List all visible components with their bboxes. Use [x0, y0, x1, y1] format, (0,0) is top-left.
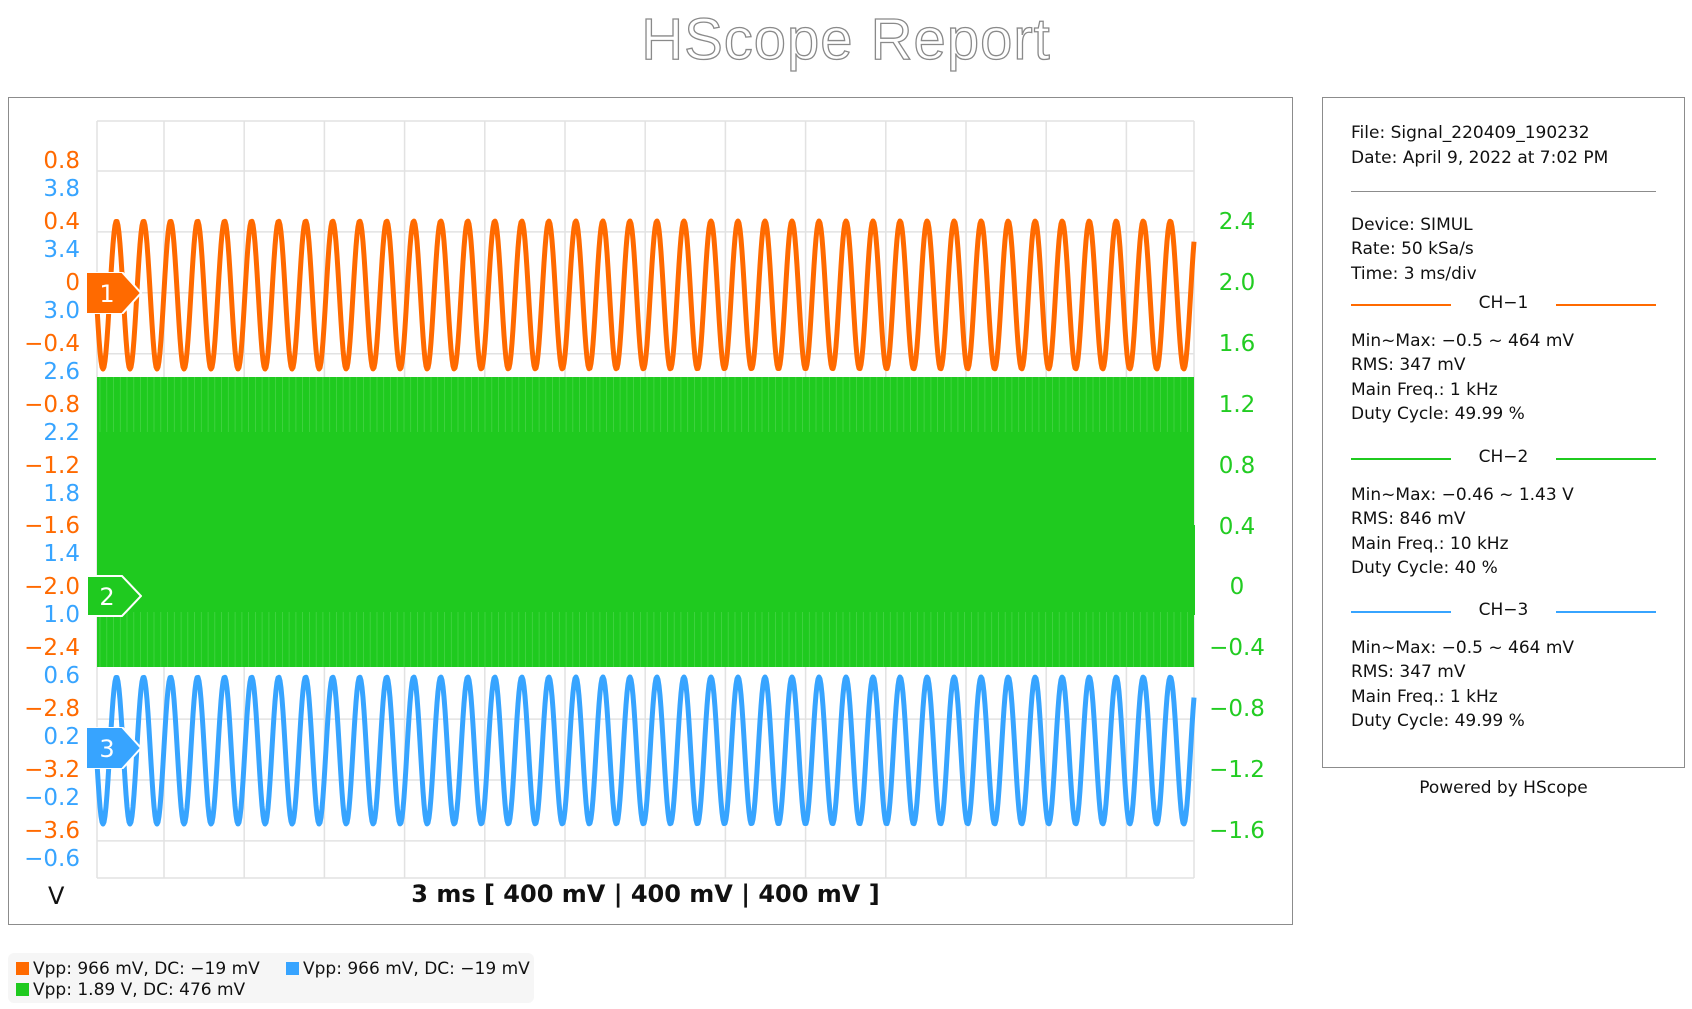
- ch1-rms: RMS: 347 mV: [1351, 355, 1466, 375]
- ch1-axis-tick: −1.6: [24, 513, 80, 540]
- ch2-axis-tick: 0.8: [1218, 452, 1256, 479]
- ch2-axis-tick: 0: [1229, 574, 1245, 601]
- ch2-axis-tick: 1.2: [1218, 391, 1256, 418]
- header-divider: [1351, 191, 1656, 192]
- ch2-axis-tick: 2.4: [1218, 209, 1256, 235]
- legend: Vpp: 966 mV, DC: −19 mV Vpp: 966 mV, DC:…: [8, 953, 534, 1003]
- ch3-header-line-right: [1556, 611, 1656, 613]
- ch2-waveform: [97, 377, 1194, 667]
- sample-rate: Rate: 50 kSa/s: [1351, 239, 1474, 259]
- ch1-marker-label: 1: [99, 280, 114, 308]
- ch3-rms: RMS: 347 mV: [1351, 662, 1466, 682]
- ch1-waveform: [94, 218, 1197, 372]
- ch3-axis-tick: 1.8: [43, 480, 80, 507]
- ch1-freq: Main Freq.: 1 kHz: [1351, 380, 1498, 400]
- file-name: File: Signal_220409_190232: [1351, 123, 1590, 143]
- report-title: HScope Report: [641, 6, 1051, 72]
- ch1-axis-tick: −3.2: [24, 757, 80, 783]
- ch3-axis-tick: 0.6: [43, 663, 80, 690]
- ch1-duty: Duty Cycle: 49.99 %: [1351, 404, 1525, 424]
- ch3-axis-tick: 3.0: [43, 297, 80, 324]
- legend-text-ch2: Vpp: 1.89 V, DC: 476 mV: [33, 980, 246, 1000]
- ch3-axis-tick: 0.2: [43, 724, 80, 751]
- ch2-min-max: Min~Max: −0.46 ~ 1.43 V: [1351, 485, 1574, 505]
- ch3-swatch: [286, 962, 299, 975]
- ch3-duty: Duty Cycle: 49.99 %: [1351, 711, 1525, 731]
- powered-by: Powered by HScope: [1419, 778, 1588, 798]
- ch1-marker[interactable]: 1: [86, 272, 142, 314]
- ch2-axis-tick: −1.2: [1209, 757, 1265, 784]
- ch2-header-line-left: [1351, 458, 1451, 460]
- ch3-min-max: Min~Max: −0.5 ~ 464 mV: [1351, 638, 1575, 658]
- ch2-axis-tick: −0.8: [1209, 696, 1265, 723]
- legend-text-ch3: Vpp: 966 mV, DC: −19 mV: [303, 959, 530, 979]
- ch2-rms: RMS: 846 mV: [1351, 509, 1466, 529]
- ch2-swatch: [16, 983, 29, 996]
- ch3-axis-tick: 1.0: [43, 602, 80, 629]
- time-div: Time: 3 ms/div: [1351, 264, 1477, 284]
- ch1-axis-tick: −2.4: [24, 635, 80, 662]
- ch1-header-line-right: [1556, 304, 1656, 306]
- ch3-axis-tick: 1.4: [43, 541, 80, 568]
- ch1-axis-tick: −0.4: [24, 330, 80, 357]
- ch1-axis-tick: 0.8: [43, 148, 80, 174]
- legend-item-ch1: Vpp: 966 mV, DC: −19 mV: [16, 959, 260, 979]
- ch1-axis-tick: −2.0: [24, 574, 80, 601]
- ch2-axis-tick: −0.4: [1209, 635, 1265, 662]
- ch2-marker[interactable]: 2: [86, 575, 142, 617]
- ch3-axis-tick: −0.6: [24, 845, 80, 872]
- ch1-axis-tick: −2.8: [24, 696, 80, 723]
- info-panel: File: Signal_220409_190232 Date: April 9…: [1322, 97, 1685, 768]
- capture-date: Date: April 9, 2022 at 7:02 PM: [1351, 148, 1609, 168]
- ch2-axis-tick: 1.6: [1218, 330, 1256, 357]
- legend-item-ch3: Vpp: 966 mV, DC: −19 mV: [286, 959, 530, 979]
- ch3-header-line-left: [1351, 611, 1451, 613]
- ch2-duty: Duty Cycle: 40 %: [1351, 558, 1498, 578]
- ch1-min-max: Min~Max: −0.5 ~ 464 mV: [1351, 331, 1575, 351]
- ch2-marker-label: 2: [99, 583, 114, 611]
- ch1-axis-tick: 0.4: [43, 208, 80, 235]
- ch2-header: CH−2: [1351, 447, 1656, 469]
- unit-label: V: [48, 882, 65, 910]
- ch1-axis-tick: −0.8: [24, 391, 80, 418]
- ch1-axis-tick: −1.2: [24, 452, 80, 479]
- ch3-axis-tick: 3.4: [43, 236, 80, 263]
- scope-plot: [94, 120, 1197, 879]
- ch2-axis-tick: −1.6: [1209, 818, 1265, 844]
- ch3-waveform: [94, 674, 1197, 827]
- device: Device: SIMUL: [1351, 215, 1473, 235]
- ch3-freq: Main Freq.: 1 kHz: [1351, 687, 1498, 707]
- ch2-title: CH−2: [1478, 447, 1529, 467]
- legend-item-ch2: Vpp: 1.89 V, DC: 476 mV: [16, 980, 245, 1000]
- ch2-header-line-right: [1556, 458, 1656, 460]
- ch1-header-line-left: [1351, 304, 1451, 306]
- ch2-edge-stripes: [99, 377, 1195, 667]
- ch3-axis-tick: 2.2: [43, 419, 80, 446]
- ch2-freq: Main Freq.: 10 kHz: [1351, 534, 1509, 554]
- ch3-header: CH−3: [1351, 600, 1656, 622]
- ch1-swatch: [16, 962, 29, 975]
- ch2-axis-tick: 0.4: [1218, 513, 1256, 540]
- ch1-title: CH−1: [1478, 293, 1529, 313]
- ch3-axis-tick: −0.2: [24, 785, 80, 811]
- ch1-axis-tick: 0: [65, 269, 80, 296]
- ch1-axis-tick: −3.6: [24, 817, 80, 844]
- ch3-marker-label: 3: [99, 735, 114, 763]
- ch2-axis-tick: 2.0: [1218, 269, 1256, 296]
- ch3-marker[interactable]: 3: [86, 727, 142, 769]
- ch1-header: CH−1: [1351, 293, 1656, 315]
- ch3-axis-tick: 2.6: [43, 358, 80, 385]
- scale-caption: 3 ms [ 400 mV | 400 mV | 400 mV ]: [411, 880, 880, 908]
- ch3-title: CH−3: [1478, 600, 1529, 620]
- ch3-axis-tick: 3.8: [43, 176, 80, 202]
- legend-text-ch1: Vpp: 966 mV, DC: −19 mV: [33, 959, 260, 979]
